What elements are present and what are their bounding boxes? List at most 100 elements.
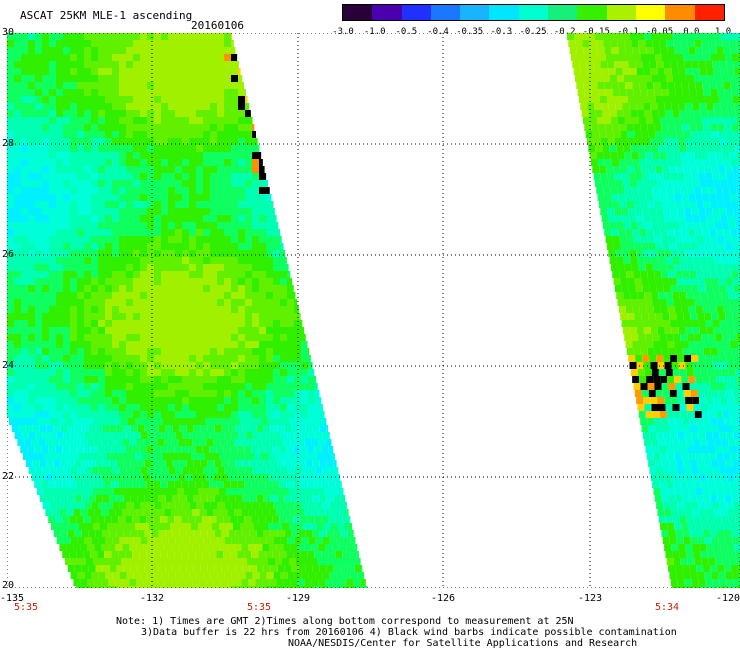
data-cell (294, 404, 301, 411)
data-cell (154, 278, 161, 285)
data-cell (266, 397, 273, 404)
data-cell (91, 411, 98, 418)
data-cell (210, 103, 217, 110)
data-cell (328, 551, 336, 558)
data-cell (98, 467, 106, 474)
data-cell (132, 481, 140, 488)
data-cell (722, 411, 730, 418)
data-cell (7, 145, 14, 152)
data-cell (140, 334, 147, 341)
data-cell (648, 390, 656, 397)
data-cell (161, 299, 168, 306)
data-cell (45, 474, 53, 481)
data-cell (708, 264, 716, 271)
data-cell (130, 425, 138, 432)
data-cell (226, 488, 233, 495)
data-cell (233, 488, 240, 495)
data-cell (84, 215, 91, 222)
data-cell (14, 215, 21, 222)
data-cell (105, 362, 112, 369)
data-cell (46, 460, 54, 467)
data-cell (615, 215, 623, 222)
data-cell (70, 47, 77, 54)
data-cell (360, 579, 366, 586)
data-cell (49, 75, 56, 82)
data-cell (718, 390, 726, 397)
data-cell (730, 341, 738, 348)
data-cell (711, 243, 719, 250)
data-cell (217, 173, 224, 180)
data-cell (63, 376, 70, 383)
data-cell (161, 82, 168, 89)
data-cell (51, 488, 58, 495)
data-cell (198, 418, 205, 425)
data-cell (710, 418, 718, 425)
data-cell (175, 250, 182, 257)
data-cell (63, 250, 70, 257)
data-cell (175, 180, 182, 187)
data-cell (90, 586, 98, 588)
data-cell (7, 264, 14, 271)
data-cell (716, 194, 724, 201)
data-cell (338, 488, 344, 495)
data-cell (175, 572, 183, 579)
data-cell (701, 187, 709, 194)
data-cell (94, 474, 102, 481)
data-cell (729, 411, 737, 418)
data-cell (673, 117, 681, 124)
data-cell (224, 208, 231, 215)
data-cell (734, 397, 740, 404)
data-cell (186, 530, 194, 537)
data-cell (119, 502, 127, 509)
data-cell (224, 292, 231, 299)
data-cell (632, 82, 640, 89)
data-cell (168, 313, 175, 320)
data-cell (63, 236, 70, 243)
data-cell (114, 488, 121, 495)
data-cell (644, 369, 652, 376)
data-cell (63, 390, 70, 397)
data-cell (628, 173, 636, 180)
data-cell (210, 334, 217, 341)
data-cell (84, 243, 91, 250)
data-cell (325, 509, 333, 516)
data-cell (331, 488, 338, 495)
data-cell (663, 432, 671, 439)
data-cell (626, 271, 634, 278)
data-cell (70, 264, 77, 271)
data-cell (98, 243, 105, 250)
data-cell (147, 327, 154, 334)
data-cell (28, 355, 35, 362)
data-cell (238, 138, 245, 145)
data-cell (287, 278, 293, 285)
data-cell (91, 47, 98, 54)
data-cell (725, 460, 733, 467)
data-cell (224, 376, 231, 383)
data-cell (697, 243, 705, 250)
data-cell (655, 425, 663, 432)
data-cell (98, 124, 105, 131)
data-cell (7, 299, 14, 306)
data-cell (203, 299, 210, 306)
data-cell (266, 264, 273, 271)
data-cell (126, 376, 133, 383)
data-cell (7, 362, 14, 369)
data-cell (98, 89, 105, 96)
data-cell (210, 432, 218, 439)
data-cell (105, 124, 112, 131)
data-cell (140, 33, 147, 40)
data-cell (42, 96, 49, 103)
data-cell (242, 425, 250, 432)
data-cell (35, 369, 42, 376)
data-cell (126, 292, 133, 299)
data-cell (196, 467, 204, 474)
data-cell (661, 124, 669, 131)
data-cell (681, 229, 689, 236)
colorbar-segment (430, 5, 461, 20)
data-cell (77, 145, 84, 152)
data-cell (238, 222, 245, 229)
data-cell (247, 488, 254, 495)
data-cell (63, 82, 70, 89)
data-cell (98, 208, 105, 215)
data-cell (294, 320, 301, 327)
